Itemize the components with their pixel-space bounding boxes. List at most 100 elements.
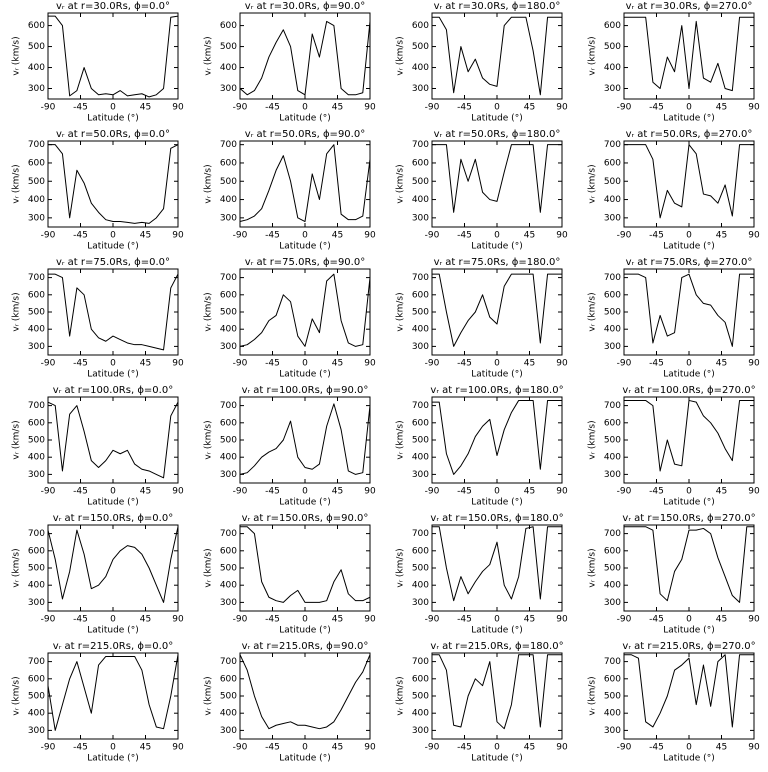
y-tick-label: 400 [220,195,237,205]
x-tick-label: -90 [41,231,56,241]
x-tick-label: -45 [649,359,664,369]
y-tick-label: 300 [28,342,45,352]
plot-frame [239,396,371,484]
x-tick-label: 90 [556,231,568,241]
y-tick-label: 400 [220,453,237,463]
data-line [624,144,754,219]
x-tick-label: 45 [716,615,727,625]
x-axis-label: Latitude (°) [471,754,522,764]
x-tick-label: -90 [233,103,248,113]
x-tick-label: -90 [41,487,56,497]
x-tick-label: -45 [265,103,280,113]
data-line [47,654,179,731]
data-line [48,144,179,224]
x-axis-label: Latitude (°) [279,754,330,764]
y-tick-label: 700 [220,657,237,667]
plot-frame [239,652,371,740]
x-tick-label: -90 [41,743,56,753]
y-tick-label: 300 [412,342,429,352]
x-tick-label: 90 [172,359,184,369]
y-tick-label: 500 [28,177,45,187]
plot-frame [623,140,755,228]
y-tick-label: 300 [412,213,429,223]
x-tick-label: 90 [172,103,184,113]
x-tick-label: -45 [73,487,88,497]
y-tick-label: 400 [604,453,621,463]
y-tick-label: 700 [412,140,429,150]
y-tick-label: 600 [220,674,237,684]
x-tick-label: -90 [425,103,440,113]
y-tick-label: 600 [28,674,45,684]
x-tick-label: 90 [364,359,376,369]
y-tick-label: 400 [412,581,429,591]
x-tick-label: 90 [748,103,760,113]
data-line [432,16,562,96]
y-tick-label: 600 [604,158,621,168]
y-tick-label: 400 [220,63,237,73]
y-tick-label: 300 [412,598,429,608]
x-tick-label: 0 [686,231,692,241]
y-tick-label: 500 [604,308,621,318]
x-tick-label: 45 [524,615,535,625]
x-axis-label: Latitude (°) [87,242,138,252]
x-tick-label: 45 [716,487,727,497]
x-tick-label: 0 [686,359,692,369]
x-tick-label: -45 [457,231,472,241]
y-tick-label: 500 [220,42,237,52]
y-tick-label: 400 [28,453,45,463]
x-tick-label: 45 [716,103,727,113]
plot-frame [239,12,371,100]
y-tick-label: 500 [28,692,45,702]
x-axis-label: Latitude (°) [87,626,138,636]
panel-title: vᵣ at r=50.0Rs, ϕ=90.0° [245,129,365,140]
data-line [624,526,754,603]
panel-title: vᵣ at r=75.0Rs, ϕ=270.0° [626,257,753,268]
y-tick-label: 500 [220,564,237,574]
y-axis-label: vᵣ (km/s) [588,548,598,587]
y-tick-label: 700 [28,273,45,283]
x-tick-label: 0 [494,743,500,753]
x-tick-label: -45 [457,359,472,369]
x-tick-label: 0 [302,743,308,753]
y-tick-label: 500 [604,692,621,702]
panel-title: vᵣ at r=100.0Rs, ϕ=270.0° [622,385,755,396]
y-tick-label: 500 [604,42,621,52]
x-tick-label: 0 [110,487,116,497]
y-tick-label: 400 [412,709,429,719]
data-line [239,273,371,347]
y-tick-label: 600 [412,546,429,556]
x-tick-label: 90 [172,231,184,241]
x-tick-label: 45 [332,743,343,753]
x-axis-label: Latitude (°) [663,498,714,508]
x-tick-label: 90 [364,743,376,753]
x-axis-label: Latitude (°) [87,370,138,380]
y-tick-label: 400 [220,709,237,719]
y-axis-label: vᵣ (km/s) [12,548,22,587]
y-tick-label: 300 [28,598,45,608]
y-tick-label: 700 [412,273,429,283]
x-tick-label: -90 [41,103,56,113]
y-tick-label: 700 [28,140,45,150]
x-tick-label: 0 [110,231,116,241]
plot-frame [239,140,371,228]
x-tick-label: 90 [748,743,760,753]
x-tick-label: -45 [265,231,280,241]
y-tick-label: 600 [28,21,45,31]
x-tick-label: 0 [494,359,500,369]
y-tick-label: 400 [412,325,429,335]
y-axis-label: vᵣ (km/s) [12,420,22,459]
y-tick-label: 600 [604,418,621,428]
y-tick-label: 700 [220,529,237,539]
y-tick-label: 500 [604,177,621,187]
y-tick-label: 300 [604,213,621,223]
x-tick-label: 0 [686,103,692,113]
y-tick-label: 600 [412,418,429,428]
y-tick-label: 300 [412,84,429,94]
y-tick-label: 500 [28,308,45,318]
y-tick-label: 600 [604,674,621,684]
panel-title: vᵣ at r=75.0Rs, ϕ=180.0° [434,257,561,268]
y-tick-label: 500 [412,177,429,187]
data-line [240,526,371,603]
y-tick-label: 400 [604,325,621,335]
y-tick-label: 300 [220,342,237,352]
